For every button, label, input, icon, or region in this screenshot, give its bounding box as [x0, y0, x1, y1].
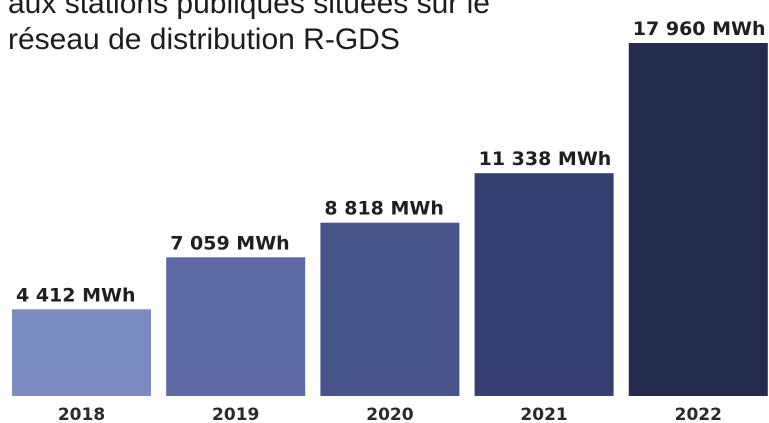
x-tick-2019: 2019 — [212, 405, 259, 423]
chart-title-line-2: réseau de distribution R-GDS — [8, 23, 400, 56]
x-tick-2018: 2018 — [58, 405, 105, 423]
value-label-2019: 7 059 MWh — [170, 232, 290, 254]
bar-2022 — [628, 43, 768, 396]
chart-title: aux stations publiques situées sur le ré… — [8, 0, 608, 58]
bar-2019 — [166, 257, 306, 396]
value-label-2021: 11 338 MWh — [479, 148, 612, 170]
value-label-2022: 17 960 MWh — [633, 18, 766, 40]
bar-2018 — [12, 309, 151, 396]
x-tick-2020: 2020 — [366, 405, 413, 423]
value-label-2020: 8 818 MWh — [324, 198, 444, 220]
value-label-2018: 4 412 MWh — [16, 284, 136, 306]
x-tick-2021: 2021 — [520, 405, 567, 423]
x-tick-2022: 2022 — [675, 405, 722, 423]
bar-2020 — [320, 222, 460, 396]
bar-2021 — [474, 173, 614, 396]
chart-title-line-1: aux stations publiques situées sur le — [8, 0, 490, 20]
